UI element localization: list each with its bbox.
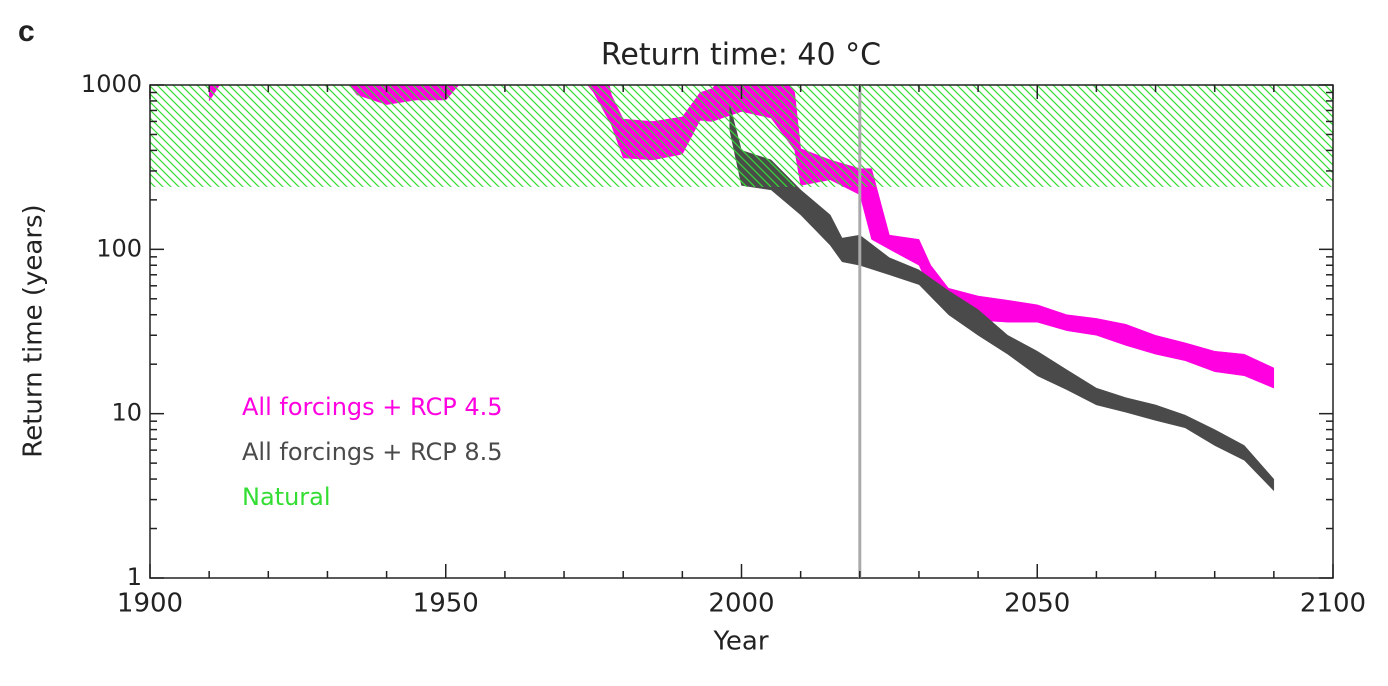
x-tick-label: 2050 xyxy=(1004,589,1070,619)
x-tick-label: 1950 xyxy=(413,589,479,619)
hatched-band xyxy=(150,85,1333,187)
y-axis-label: Return time (years) xyxy=(19,204,49,457)
y-tick-label: 100 xyxy=(96,234,142,262)
x-tick-label: 1900 xyxy=(117,589,183,619)
chart-title: Return time: 40 °C xyxy=(601,38,881,73)
legend-entry: Natural xyxy=(242,483,331,511)
legend-entry: All forcings + RCP 4.5 xyxy=(242,393,503,421)
y-tick-label: 10 xyxy=(111,399,142,427)
y-tick-label: 1 xyxy=(127,563,142,591)
y-tick-label: 1000 xyxy=(81,70,142,98)
x-tick-label: 2100 xyxy=(1300,589,1366,619)
legend-entry: All forcings + RCP 8.5 xyxy=(242,438,503,466)
x-tick-label: 2000 xyxy=(708,589,774,619)
x-axis-label: Year xyxy=(712,627,768,657)
panel-label: c xyxy=(18,15,35,48)
